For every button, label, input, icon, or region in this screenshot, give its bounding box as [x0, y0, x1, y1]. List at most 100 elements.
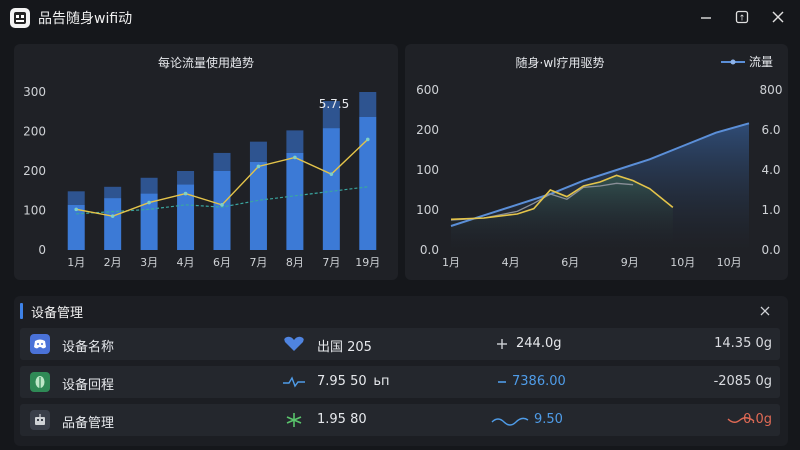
y-left-tick-label: 200	[416, 123, 439, 137]
y-right-tick-label: 800	[760, 83, 783, 97]
y-tick-label: 100	[23, 204, 46, 218]
line-point	[220, 203, 224, 207]
x-tick-label: 7月	[249, 256, 267, 269]
usage-trend-chart: 300 200 200 100 0 1月 2月 3月 4月 6月 7月 8月 7月 19月 5.7.5	[23, 85, 380, 269]
app-title: 品告随身wifi动	[38, 11, 133, 27]
x-tick-label: 1月	[442, 256, 460, 269]
x-tick-label: 4月	[177, 256, 195, 269]
bar	[104, 198, 122, 250]
device-col3-value: 0.0g	[743, 412, 772, 427]
restore-button[interactable]: ↑	[730, 6, 754, 28]
bar-top-segment	[213, 152, 231, 171]
y-left-tick-label: 600	[416, 83, 439, 97]
sparkle-icon	[286, 413, 302, 427]
y-right-tick-label: 1.0	[761, 203, 780, 217]
bar	[286, 152, 304, 250]
device-col3-value: 14.35 0g	[714, 336, 772, 351]
section-accent-bar	[20, 303, 23, 319]
restore-icon: ↑	[735, 10, 749, 24]
device-panel-title: 设备管理	[31, 305, 84, 321]
line-point	[256, 164, 261, 169]
heart-icon	[284, 336, 304, 351]
device-col1-value: 1.95 80	[317, 412, 367, 427]
x-tick-label: 7月	[322, 256, 340, 269]
device-panel-header: 设备管理	[14, 296, 788, 326]
x-tick-label: 19月	[355, 256, 380, 269]
line-point	[293, 155, 297, 160]
wifi-trend-panel: 随身·wl疗用驱势 600 200 100 100 0.0 800 6.0 4.0 1.0 0.0…	[405, 44, 788, 280]
y-right-tick-label: 6.0	[761, 123, 780, 137]
bar-top-segment	[286, 130, 304, 153]
bar	[67, 204, 85, 250]
leaf-icon	[30, 372, 50, 392]
trend-line-teal	[76, 186, 368, 215]
bar-top-segment	[67, 191, 85, 205]
x-tick-label: 6月	[213, 256, 231, 269]
y-left-tick-label: 0.0	[420, 243, 439, 257]
line-point	[365, 137, 370, 142]
device-row[interactable]: 设备名称 出国 205 244.0g 14.35 0g	[20, 328, 780, 360]
y-tick-label: 0	[38, 243, 46, 257]
x-tick-label: 9月	[621, 256, 639, 269]
bar-top-segment	[249, 141, 267, 162]
discord-icon	[30, 334, 50, 354]
close-button[interactable]	[766, 6, 790, 28]
bar	[140, 193, 158, 250]
title-bar: 品告随身wifi动 ↑	[0, 0, 800, 36]
minimize-icon	[701, 17, 711, 19]
bar	[359, 116, 377, 250]
line-point	[74, 207, 79, 212]
x-tick-label: 10月	[670, 256, 695, 269]
product-management-label: 品备管理	[62, 416, 115, 431]
gray-line	[450, 182, 634, 221]
line-point	[329, 172, 334, 176]
dash-icon	[498, 381, 506, 383]
y-right-tick-label: 0.0	[761, 243, 780, 257]
bar	[322, 128, 340, 250]
device-panel-close-button[interactable]	[756, 302, 774, 320]
line-point	[110, 214, 115, 218]
minimize-button[interactable]	[694, 6, 718, 28]
x-tick-label: 1月	[67, 256, 85, 269]
right-chart-title: 随身·wl疗用驱势	[515, 56, 605, 70]
yellow-area-fill	[451, 175, 673, 250]
device-return-label: 设备回程	[62, 378, 115, 393]
legend-marker	[730, 59, 736, 65]
usage-trend-panel: 每论流量使用趋势 300 200 200 100 0 1月 2月 3月 4月 6月 7月 8月 7月 1…	[14, 44, 398, 280]
trend-wave-icon	[727, 417, 755, 423]
line-point	[183, 191, 188, 196]
device-col2-value: 9.50	[534, 412, 563, 427]
yellow-line	[450, 174, 674, 221]
device-name-label: 设备名称	[62, 340, 115, 355]
bar-top-segment	[177, 171, 195, 185]
plus-icon	[497, 339, 507, 349]
legend-label: 流量	[749, 55, 773, 69]
chart-annotation: 5.7.5	[319, 97, 350, 111]
bar	[177, 184, 195, 250]
bar-top-segment	[104, 186, 122, 199]
device-row[interactable]: 品备管理 1.95 80 9.50 0.0g	[20, 404, 780, 436]
y-tick-label: 200	[23, 125, 46, 139]
device-col2-value: 244.0g	[516, 336, 562, 351]
pulse-icon	[283, 376, 305, 388]
x-tick-label: 8月	[286, 256, 304, 269]
left-chart-title: 每论流量使用趋势	[157, 56, 254, 70]
device-col3-value: -2085 0g	[713, 374, 772, 389]
bar-top-segment	[322, 101, 340, 129]
y-left-tick-label: 100	[416, 203, 439, 217]
device-col1-value: 7.95 50 ьп	[317, 374, 390, 389]
line-point	[147, 200, 151, 205]
bar	[249, 161, 267, 250]
robot-icon	[30, 410, 50, 430]
x-tick-label: 6月	[561, 256, 579, 269]
x-tick-label: 4月	[502, 256, 520, 269]
wave-icon	[491, 417, 529, 426]
device-management-panel: 设备管理 设备名称 出国 205 244.0g 14.35 0g 设备回程 7.…	[14, 296, 788, 446]
x-tick-label: 3月	[140, 256, 158, 269]
y-tick-label: 300	[23, 85, 46, 99]
bar-top-segment	[140, 177, 158, 194]
device-col2-value: 7386.00	[512, 374, 566, 389]
y-right-tick-label: 4.0	[761, 163, 780, 177]
device-row[interactable]: 设备回程 7.95 50 ьп 7386.00 -2085 0g	[20, 366, 780, 398]
wifi-trend-chart: 600 200 100 100 0.0 800 6.0 4.0 1.0 0.0 1月 4月 6月 9月 1…	[416, 55, 783, 269]
